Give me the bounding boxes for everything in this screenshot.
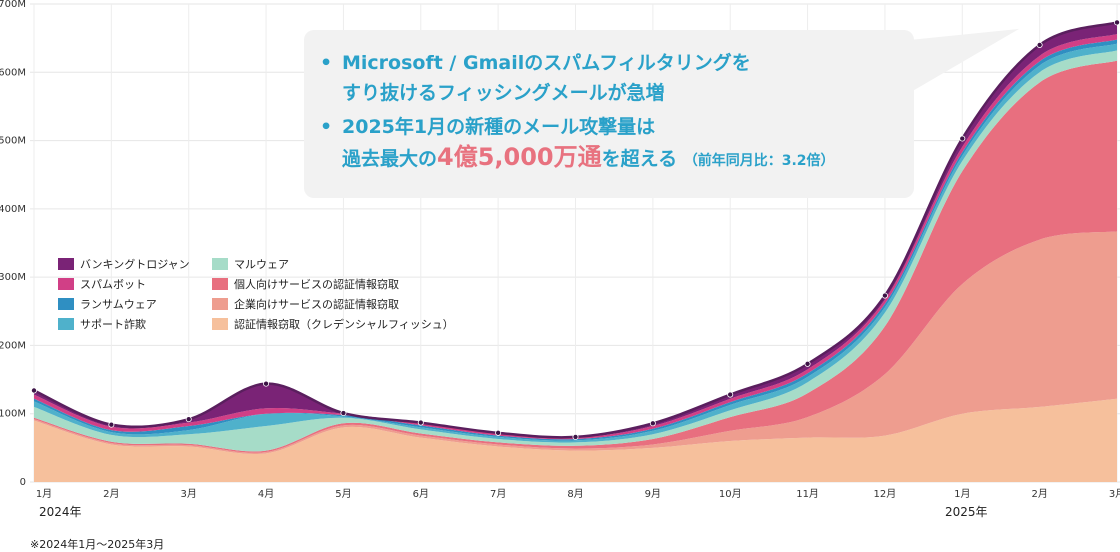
total-outline [33, 21, 1118, 439]
x-tick-label: 3月 [181, 488, 197, 500]
highlight-figure: 4億5,000万通 [437, 143, 602, 171]
legend: バンキングトロジャン マルウェアスパムボット 個人向けサービスの認証情報窃取ランサム… [58, 256, 472, 332]
legend-label: マルウェア [234, 258, 289, 271]
data-point-total [1114, 19, 1120, 26]
y-tick-label: 300M [0, 272, 26, 283]
legend-swatch [212, 278, 228, 290]
x-tick-label: 2月 [103, 488, 119, 500]
legend-item: スパムボット [58, 276, 212, 292]
data-point-total [1036, 41, 1043, 48]
bullet-1: • Microsoft / Gmailのスパムフィルタリングを [320, 52, 751, 74]
callout-box [304, 30, 914, 198]
data-point-total [649, 420, 656, 427]
legend-label: サポート詐欺 [80, 318, 146, 331]
x-tick-label: 8月 [567, 488, 583, 500]
legend-swatch [58, 258, 74, 270]
legend-item: マルウェア [212, 256, 472, 272]
area-series [34, 231, 1117, 455]
bullet-1-cont: すり抜けるフィッシングメールが急増 [342, 82, 665, 104]
y-tick-label: 0 [20, 477, 26, 488]
callout-text: • Microsoft / Gmailのスパムフィルタリングを すり抜けるフィッシ… [320, 48, 835, 176]
y-tick-label: 100M [0, 409, 26, 420]
legend-label: ランサムウェア [80, 298, 157, 311]
year-label-2024: 2024年 [39, 505, 82, 519]
legend-label: 個人向けサービスの認証情報窃取 [234, 278, 399, 291]
yoy-note: （前年同月比：3.2倍） [683, 153, 835, 169]
legend-item: 認証情報窃取（クレデンシャルフィッシュ） [212, 316, 472, 332]
legend-swatch [212, 298, 228, 310]
x-tick-label: 4月 [258, 488, 274, 500]
legend-item: 企業向けサービスの認証情報窃取 [212, 296, 472, 312]
y-tick-label: 200M [0, 340, 26, 351]
legend-item: 個人向けサービスの認証情報窃取 [212, 276, 472, 292]
legend-label: バンキングトロジャン [80, 258, 190, 271]
data-point-total [572, 433, 579, 440]
x-tick-label: 3月 [1109, 488, 1120, 500]
legend-label: 認証情報窃取（クレデンシャルフィッシュ） [234, 318, 454, 331]
legend-swatch [212, 258, 228, 270]
x-tick-label: 2月 [1031, 488, 1047, 500]
y-tick-label: 600M [0, 67, 26, 78]
legend-swatch [58, 278, 74, 290]
x-tick-label: 7月 [490, 488, 506, 500]
bullet-2: • 2025年1月の新種のメール攻撃量は [320, 116, 656, 138]
x-tick-label: 1月 [36, 488, 52, 500]
data-point-total [263, 380, 270, 387]
x-tick-label: 5月 [335, 488, 351, 500]
footnote: ※2024年1月～2025年3月 [30, 538, 165, 551]
year-label-2025: 2025年 [945, 505, 988, 519]
y-tick-label: 400M [0, 204, 26, 215]
legend-label: スパムボット [80, 278, 146, 291]
legend-item: サポート詐欺 [58, 316, 212, 332]
data-point-total [881, 292, 888, 299]
legend-swatch [58, 298, 74, 310]
legend-label: 企業向けサービスの認証情報窃取 [234, 298, 399, 311]
x-tick-label: 9月 [645, 488, 661, 500]
x-tick-label: 11月 [796, 488, 819, 500]
area-series [34, 398, 1117, 482]
x-tick-label: 10月 [719, 488, 742, 500]
data-point-total [340, 410, 347, 417]
bullet-2-cont: 過去最大の4億5,000万通を超える （前年同月比：3.2倍） [342, 143, 835, 171]
data-point-total [959, 135, 966, 142]
data-point-total [727, 391, 734, 398]
legend-item: ランサムウェア [58, 296, 212, 312]
y-tick-label: 700M [0, 0, 26, 10]
data-point-total [185, 416, 192, 423]
data-point-total [108, 421, 115, 428]
data-point-total [495, 429, 502, 436]
x-tick-label: 12月 [874, 488, 897, 500]
data-point-total [30, 387, 37, 394]
x-tick-label: 1月 [954, 488, 970, 500]
legend-swatch [58, 318, 74, 330]
x-tick-label: 6月 [413, 488, 429, 500]
y-tick-label: 500M [0, 136, 26, 147]
legend-swatch [212, 318, 228, 330]
legend-item: バンキングトロジャン [58, 256, 212, 272]
data-point-total [417, 419, 424, 426]
data-point-total [804, 360, 811, 367]
